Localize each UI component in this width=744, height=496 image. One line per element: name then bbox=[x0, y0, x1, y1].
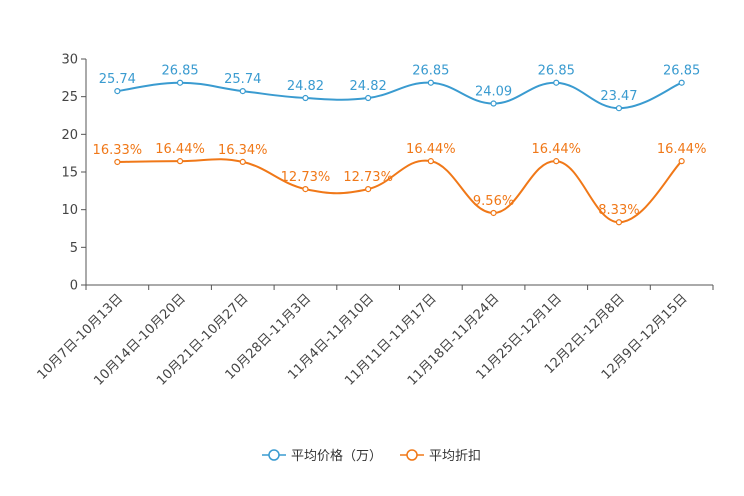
data-label: 16.44% bbox=[406, 142, 456, 157]
series-lines bbox=[114, 79, 685, 226]
series-line-1 bbox=[117, 158, 683, 224]
data-point[interactable] bbox=[176, 79, 184, 86]
data-point[interactable] bbox=[615, 105, 623, 112]
y-tick-label: 20 bbox=[61, 128, 78, 143]
y-tick-label: 10 bbox=[61, 203, 78, 218]
data-point[interactable] bbox=[553, 158, 560, 165]
data-point[interactable] bbox=[427, 158, 434, 165]
data-label: 26.85 bbox=[161, 64, 198, 79]
data-label: 16.34% bbox=[218, 143, 268, 158]
data-point[interactable] bbox=[427, 79, 434, 86]
data-point[interactable] bbox=[239, 158, 246, 166]
data-label: 26.85 bbox=[538, 64, 575, 79]
data-point[interactable] bbox=[490, 100, 497, 107]
data-point[interactable] bbox=[302, 94, 309, 102]
data-label: 12.73% bbox=[343, 170, 393, 185]
data-label: 9.56% bbox=[473, 194, 514, 209]
data-label: 16.44% bbox=[657, 142, 707, 157]
data-point[interactable] bbox=[553, 79, 560, 86]
data-point[interactable] bbox=[365, 186, 372, 193]
data-label: 24.82 bbox=[287, 79, 324, 94]
data-point[interactable] bbox=[490, 209, 497, 217]
data-label: 26.85 bbox=[412, 64, 449, 79]
data-label: 12.73% bbox=[281, 170, 331, 185]
x-axis-categories: 10月7日-10月13日10月14日-10月20日10月21日-10月27日10… bbox=[35, 285, 714, 389]
data-label: 26.85 bbox=[663, 64, 700, 79]
data-label: 16.44% bbox=[155, 142, 205, 157]
y-tick-label: 30 bbox=[61, 53, 78, 68]
y-tick-label: 25 bbox=[61, 90, 78, 105]
data-point[interactable] bbox=[114, 87, 121, 95]
data-label: 16.44% bbox=[531, 142, 581, 157]
data-point[interactable] bbox=[678, 79, 685, 86]
data-point[interactable] bbox=[302, 186, 309, 193]
y-tick-label: 0 bbox=[70, 279, 78, 294]
y-tick-label: 15 bbox=[61, 166, 78, 181]
legend[interactable]: 平均价格（万） 平均折扣 bbox=[262, 448, 481, 464]
series-line-0 bbox=[117, 81, 683, 110]
data-label: 25.74 bbox=[224, 72, 261, 87]
data-point[interactable] bbox=[678, 158, 685, 165]
data-label: 24.09 bbox=[475, 85, 512, 100]
legend-label-1[interactable]: 平均折扣 bbox=[429, 449, 481, 464]
y-axis-ticks: 0 5 10 15 20 25 30 bbox=[61, 53, 86, 294]
data-label: 25.74 bbox=[99, 72, 136, 87]
y-tick-label: 5 bbox=[70, 241, 78, 256]
data-point[interactable] bbox=[365, 94, 372, 102]
legend-label-0[interactable]: 平均价格（万） bbox=[291, 448, 382, 464]
data-label: 16.33% bbox=[93, 143, 143, 158]
data-point[interactable] bbox=[114, 158, 121, 166]
data-point[interactable] bbox=[239, 87, 246, 95]
legend-marker-icon[interactable] bbox=[406, 449, 418, 461]
data-point[interactable] bbox=[176, 158, 184, 165]
legend-marker-icon[interactable] bbox=[268, 449, 280, 461]
data-label: 23.47 bbox=[600, 89, 637, 104]
data-label: 24.82 bbox=[350, 79, 387, 94]
data-point[interactable] bbox=[615, 219, 623, 226]
data-label: 8.33% bbox=[598, 203, 639, 218]
data-labels: 25.74 26.85 25.74 24.82 24.82 26.85 24.09 26.85… bbox=[93, 64, 707, 219]
